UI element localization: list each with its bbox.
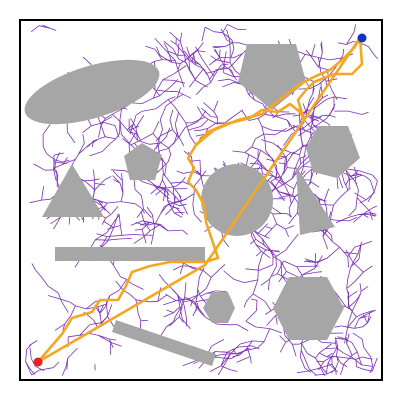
horizontal-bar-obstacle: [55, 247, 205, 261]
tree-edge: [220, 57, 233, 58]
tree-edge: [174, 212, 185, 213]
tree-edge: [150, 301, 158, 302]
start-node: [34, 358, 43, 367]
tree-edge: [165, 91, 178, 92]
tree-edge: [95, 240, 107, 241]
tree-edge: [133, 235, 142, 236]
circle-obstacle: [201, 164, 273, 236]
tree-edge: [257, 300, 258, 310]
tree-edge: [298, 203, 299, 213]
goal-node: [358, 34, 367, 43]
